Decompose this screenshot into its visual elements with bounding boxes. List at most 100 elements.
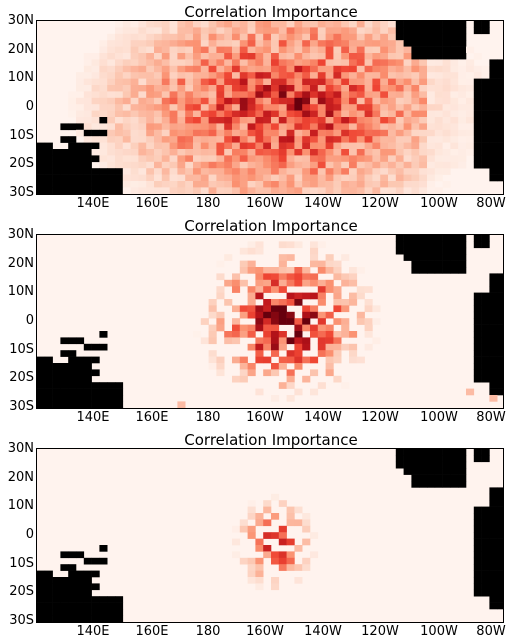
heatmap-cell <box>317 104 326 111</box>
land-cell <box>427 27 436 35</box>
heatmap-cell <box>317 65 326 73</box>
heatmap-cell <box>239 247 248 255</box>
land-cell <box>489 286 498 293</box>
land-cell <box>419 46 428 54</box>
heatmap-cell <box>341 85 350 92</box>
heatmap-cell <box>216 324 225 332</box>
land-cell <box>497 570 503 578</box>
heatmap-cell <box>99 161 108 169</box>
heatmap-cell <box>286 519 295 527</box>
heatmap-cell <box>122 155 131 163</box>
heatmap-cell <box>411 136 420 143</box>
land-cell <box>481 104 490 111</box>
land-cell <box>83 570 92 578</box>
heatmap-cell <box>310 155 319 163</box>
land-cell <box>473 350 482 357</box>
heatmap-cell <box>450 155 459 163</box>
land-cell <box>434 27 443 35</box>
heatmap-cell <box>395 40 404 47</box>
land-cell <box>489 117 498 124</box>
land-cell <box>442 461 451 469</box>
heatmap-cell <box>356 117 365 124</box>
heatmap-cell <box>161 129 170 137</box>
heatmap-cell <box>434 129 443 137</box>
heatmap-cell <box>466 65 475 73</box>
heatmap-cell <box>419 78 428 86</box>
heatmap-cell <box>161 155 170 163</box>
heatmap-cell <box>403 85 412 92</box>
heatmap-cell <box>115 46 124 54</box>
land-cell <box>481 538 490 546</box>
land-cell <box>68 395 77 402</box>
heatmap-cell <box>325 168 334 175</box>
land-cell <box>427 21 436 28</box>
x-tick-label: 120W <box>361 196 399 211</box>
heatmap-cell <box>161 72 170 79</box>
land-cell <box>60 337 69 345</box>
heatmap-cell <box>208 129 217 137</box>
heatmap-cell <box>247 331 256 338</box>
heatmap-cell <box>263 506 272 514</box>
heatmap-cell <box>255 241 264 249</box>
heatmap-cell <box>286 538 295 546</box>
land-cell <box>52 602 61 610</box>
heatmap-cell <box>161 65 170 73</box>
heatmap-cell <box>232 85 241 92</box>
land-cell <box>497 279 503 287</box>
heatmap-cell <box>255 292 264 300</box>
heatmap-cell <box>146 85 155 92</box>
land-cell <box>68 136 77 143</box>
heatmap-cell <box>302 123 311 131</box>
heatmap-cell <box>333 78 342 86</box>
heatmap-cell <box>278 142 287 150</box>
heatmap-cell <box>271 577 280 584</box>
heatmap-cell <box>442 110 451 118</box>
heatmap-cell <box>239 311 248 319</box>
y-tick-label: 20S <box>9 370 34 385</box>
heatmap-cell <box>302 273 311 281</box>
land-cell <box>473 577 482 584</box>
heatmap-cell <box>224 97 233 105</box>
heatmap-cell <box>380 181 389 188</box>
land-cell <box>481 532 490 539</box>
land-cell <box>489 59 498 67</box>
heatmap-cell <box>169 33 178 41</box>
heatmap-cell <box>169 168 178 175</box>
heatmap-cell <box>83 136 92 143</box>
land-cell <box>497 382 503 389</box>
land-cell <box>91 382 100 389</box>
land-cell <box>481 97 490 105</box>
heatmap-cell <box>107 110 116 118</box>
heatmap-cell <box>349 110 358 118</box>
land-cell <box>60 602 69 610</box>
y-tick-label: 20S <box>9 584 34 599</box>
land-cell <box>83 577 92 584</box>
heatmap-cell <box>380 21 389 28</box>
land-cell <box>450 468 459 475</box>
heatmap-cell <box>286 375 295 383</box>
heatmap-cell <box>458 110 467 118</box>
x-tick-label: 80W <box>476 410 506 425</box>
heatmap-cell <box>403 104 412 111</box>
heatmap-cell <box>200 97 209 105</box>
land-cell <box>403 449 412 456</box>
land-cell <box>76 142 85 150</box>
heatmap-cell <box>216 21 225 28</box>
land-cell <box>91 602 100 610</box>
land-cell <box>44 615 53 622</box>
heatmap-cell <box>138 117 147 124</box>
heatmap-cell <box>232 21 241 28</box>
heatmap-cell <box>247 104 256 111</box>
heatmap-cell <box>224 136 233 143</box>
land-cell <box>52 174 61 182</box>
heatmap-cell <box>185 181 194 188</box>
heatmap-cell <box>395 65 404 73</box>
heatmap-cell <box>115 142 124 150</box>
land-cell <box>442 481 451 488</box>
heatmap-cell <box>395 91 404 99</box>
heatmap-cell <box>247 292 256 300</box>
land-cell <box>450 474 459 482</box>
heatmap-cell <box>372 174 381 182</box>
heatmap-cell <box>302 59 311 67</box>
heatmap-cell <box>154 155 163 163</box>
